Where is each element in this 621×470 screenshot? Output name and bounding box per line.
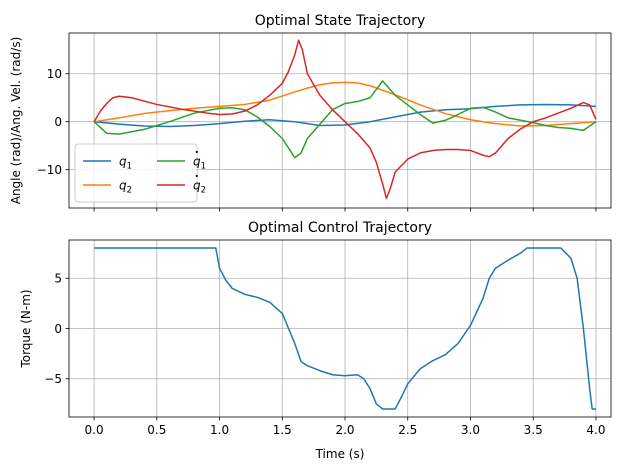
control-x-axis-label: Time (s) [315, 447, 365, 461]
legend-dot-mark [195, 174, 198, 178]
series-line-q1 [94, 103, 596, 128]
legend-label-q1_dot: q1 [193, 155, 206, 172]
state-axes-frame [68, 32, 612, 209]
control-series-lines [94, 247, 596, 410]
y-tick-label: 0 [54, 115, 62, 129]
x-tick-label: 1.0 [210, 423, 229, 437]
y-tick-label: 5 [54, 272, 62, 286]
y-tick-label: −5 [44, 372, 62, 386]
control-y-axis-label: Torque (N-m) [19, 289, 33, 368]
y-tick-label: 0 [54, 322, 62, 336]
control-grid [69, 240, 611, 417]
legend-label-q2_dot: q2 [193, 179, 206, 196]
x-tick-label: 1.5 [273, 423, 292, 437]
x-tick-label: 2.5 [398, 423, 417, 437]
x-tick-label: 0.0 [85, 423, 104, 437]
y-tick-label: −10 [37, 163, 62, 177]
state-ticks: −10 0 10 [37, 67, 597, 212]
state-series-lines [93, 39, 597, 200]
control-ticks: 0.0 0.5 1.0 1.5 2.0 2.5 3.0 3.5 4.0 −5 0 5 [44, 272, 605, 437]
series-line-u [94, 247, 596, 410]
legend-label-q2: q2 [119, 179, 132, 196]
y-tick-label: 10 [47, 67, 62, 81]
legend-box [74, 143, 198, 203]
series-line-q1_dot [93, 80, 597, 159]
state-trajectory-axes: −10 0 10 Optimal State Trajectory Angle (r… [9, 13, 612, 212]
legend-dot-mark [195, 150, 198, 154]
x-tick-label: 4.0 [586, 423, 605, 437]
control-trajectory-axes: 0.0 0.5 1.0 1.5 2.0 2.5 3.0 3.5 4.0 −5 0 5 Optimal … [19, 220, 612, 461]
x-tick-label: 0.5 [147, 423, 166, 437]
series-line-q2_dot [93, 39, 597, 200]
series-line-q2 [93, 81, 596, 127]
legend-label-q1: q1 [119, 155, 132, 172]
x-tick-label: 3.5 [524, 423, 543, 437]
control-chart-title: Optimal Control Trajectory [248, 220, 432, 236]
x-tick-label: 3.0 [461, 423, 480, 437]
state-chart-title: Optimal State Trajectory [255, 13, 425, 29]
state-grid [69, 33, 611, 208]
x-tick-label: 2.0 [335, 423, 354, 437]
state-legend: q1 q2 q1 q2 [74, 143, 206, 203]
state-y-axis-label: Angle (rad)/Ang. Vel. (rad/s) [9, 37, 23, 205]
